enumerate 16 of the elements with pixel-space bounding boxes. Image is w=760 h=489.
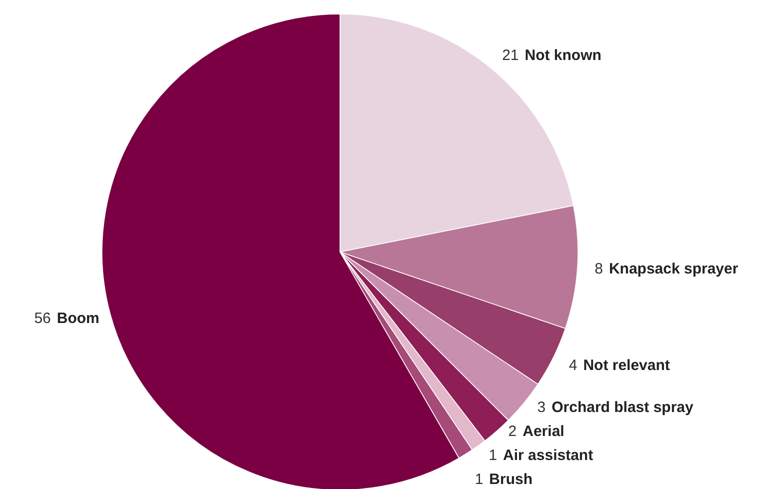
slice-label: Knapsack sprayer <box>608 260 738 278</box>
data-label: 1 <box>488 447 498 464</box>
data-label: 8 <box>594 260 603 278</box>
data-label: 4 <box>568 356 578 374</box>
data-label: 3 <box>537 399 546 416</box>
slice-label: Not relevant <box>583 356 670 374</box>
data-label: 56 <box>34 310 51 327</box>
slice-label: Air assistant <box>503 447 594 464</box>
slice-label: Aerial <box>522 423 564 440</box>
data-label: 1 <box>474 471 484 488</box>
slice-label: Not known <box>524 46 602 64</box>
data-label: 21 <box>502 46 519 64</box>
slice-label: Boom <box>56 310 100 327</box>
data-label: 2 <box>508 423 517 440</box>
slice-label: Brush <box>489 471 532 488</box>
slice-label: Orchard blast spray <box>552 399 694 416</box>
